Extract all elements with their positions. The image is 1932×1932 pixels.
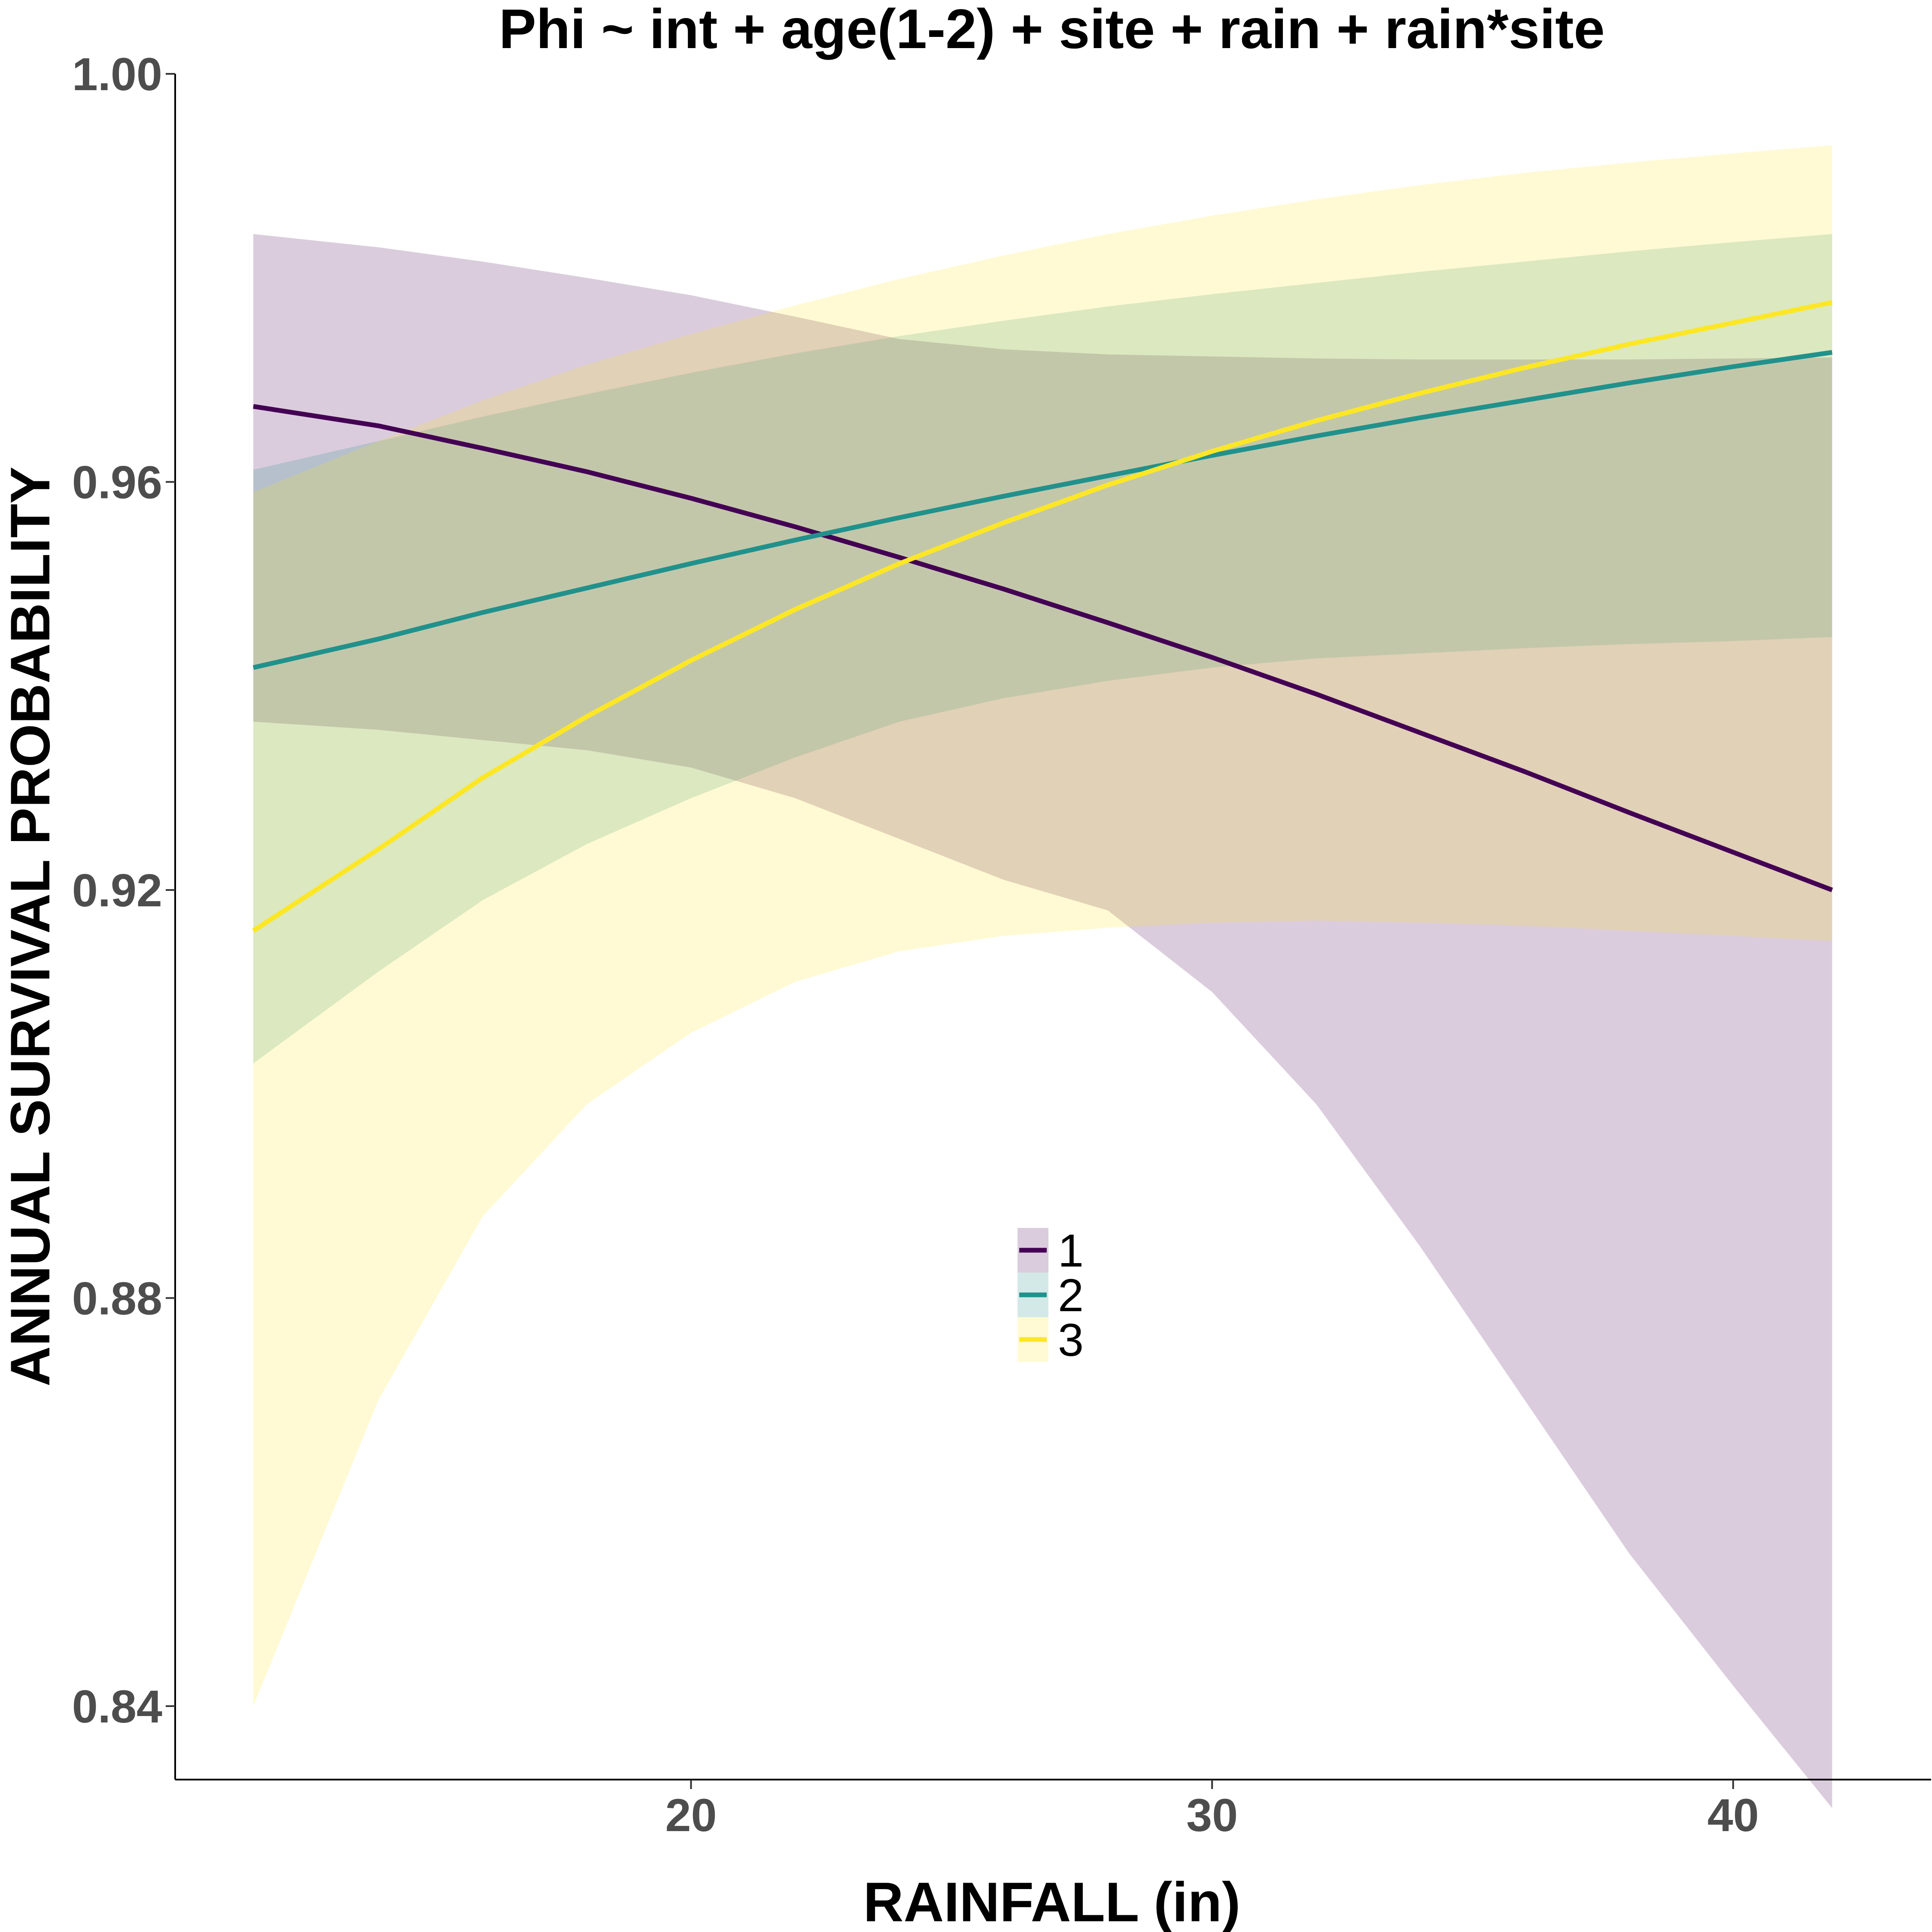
chart-title: Phi ~ int + age(1-2) + site + rain + rai… (499, 0, 1605, 60)
series-1-line (253, 404, 1833, 893)
series-3-confidence-band (253, 145, 1832, 1706)
series-1-confidence-band (253, 234, 1832, 1808)
y-tick-label: 0.84 (72, 1680, 162, 1732)
y-axis-ticks: 0.84 0.88 0.92 0.96 1.00 (72, 48, 175, 1732)
legend-label-3: 3 (1058, 1314, 1084, 1366)
y-axis-title: ANNUAL SURVIVAL PROBABILITY (0, 467, 61, 1387)
series-3-line (252, 300, 1833, 933)
x-axis-ticks: 20 30 40 (665, 1780, 1759, 1841)
x-axis-title: RAINFALL (in) (863, 1871, 1241, 1932)
legend-label-2: 2 (1058, 1269, 1084, 1321)
series-2-line (252, 350, 1833, 670)
legend-label-1: 1 (1058, 1224, 1084, 1276)
y-tick-label: 0.88 (72, 1272, 162, 1324)
y-tick-label: 0.92 (72, 864, 162, 916)
x-tick-label: 40 (1707, 1789, 1759, 1841)
x-tick-label: 30 (1186, 1789, 1238, 1841)
y-tick-label: 1.00 (72, 48, 162, 100)
series-lines (252, 300, 1833, 933)
y-tick-label: 0.96 (72, 456, 162, 508)
series-2-confidence-band (253, 234, 1832, 1063)
x-tick-label: 20 (665, 1789, 717, 1841)
legend: 123 (1018, 1224, 1084, 1366)
confidence-bands (253, 145, 1832, 1808)
